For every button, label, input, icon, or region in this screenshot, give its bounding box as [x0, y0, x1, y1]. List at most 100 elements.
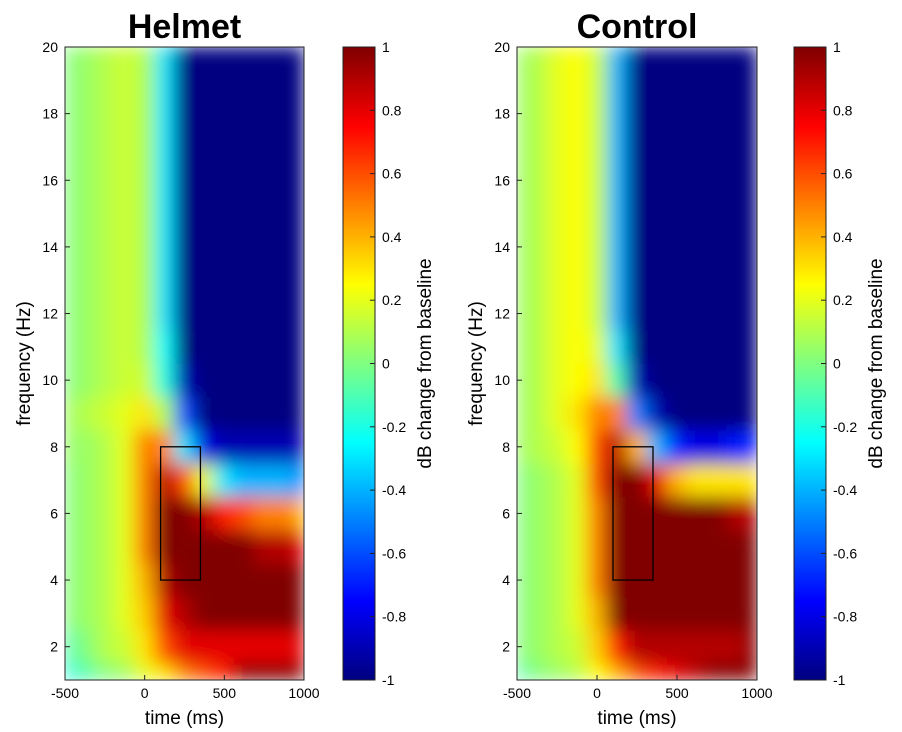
heatmap-cell: [114, 462, 136, 498]
heatmap-cell: [526, 496, 548, 531]
heatmap-cell: [726, 196, 748, 231]
y-tick-label: 18: [42, 106, 58, 122]
heatmap-cell: [526, 63, 548, 98]
heatmap-cell: [686, 163, 708, 198]
heatmap-cell: [253, 662, 275, 680]
heatmap-cell: [606, 496, 628, 531]
y-tick-label: 20: [494, 39, 510, 55]
colorbar-tick-label: -0.6: [833, 545, 857, 561]
heatmap-cell: [706, 562, 728, 598]
heatmap-cell: [213, 496, 235, 531]
heatmap-cell: [293, 229, 304, 265]
heatmap-cell: [253, 96, 275, 131]
heatmap-cell: [686, 229, 708, 265]
heatmap-cell: [726, 596, 748, 631]
heatmap-cell: [546, 263, 568, 298]
heatmap-cell: [213, 429, 235, 464]
heatmap-cell: [646, 462, 668, 498]
heatmap-cell: [273, 163, 295, 198]
heatmap-cell: [293, 263, 304, 298]
roi-box: [612, 446, 654, 581]
heatmap-cell: [193, 529, 215, 564]
heatmap-cell: [586, 396, 608, 431]
heatmap-cell: [114, 329, 136, 364]
heatmap-cell: [526, 429, 548, 464]
heatmap-cell: [666, 396, 688, 431]
heatmap-cell: [517, 429, 528, 464]
heatmap-cell: [646, 96, 668, 131]
heatmap-cell: [626, 196, 648, 231]
heatmap-cell: [746, 196, 757, 231]
heatmap-cell: [546, 662, 568, 680]
heatmap-cell: [65, 496, 76, 531]
heatmap-cell: [253, 562, 275, 598]
heatmap-cell: [746, 429, 757, 464]
heatmap-cell: [293, 129, 304, 165]
heatmap-cell: [646, 529, 668, 564]
colorbar-tick-label: -0.4: [382, 482, 406, 498]
heatmap-cell: [626, 363, 648, 398]
heatmap-cell: [193, 63, 215, 98]
heatmap-cell: [253, 496, 275, 531]
heatmap-cell: [193, 196, 215, 231]
heatmap-cell: [233, 529, 255, 564]
heatmap-cell: [686, 396, 708, 431]
heatmap-cell: [726, 629, 748, 664]
heatmap-cell: [546, 163, 568, 198]
heatmap-cell: [253, 163, 275, 198]
heatmap-cell: [193, 363, 215, 398]
heatmap-cell: [706, 296, 728, 331]
heatmap-cell: [114, 529, 136, 564]
heatmap-cell: [526, 629, 548, 664]
heatmap-cell: [193, 163, 215, 198]
heatmap-cell: [213, 296, 235, 331]
heatmap-cell: [233, 496, 255, 531]
heatmap-cell: [686, 63, 708, 98]
heatmap-cell: [273, 63, 295, 98]
heatmap-cell: [666, 329, 688, 364]
colorbar-tick-label: -1: [382, 672, 395, 688]
heatmap-cell: [273, 662, 295, 680]
heatmap-cell: [174, 596, 195, 631]
heatmap-cell: [94, 263, 116, 298]
heatmap-cell: [293, 629, 304, 664]
heatmap-cell: [154, 63, 176, 98]
heatmap-cell: [566, 329, 588, 364]
heatmap-cell: [606, 96, 628, 131]
heatmap-cell: [746, 363, 757, 398]
heatmap-cell: [546, 429, 568, 464]
heatmap-cell: [213, 96, 235, 131]
chart-title: Helmet: [128, 8, 241, 46]
heatmap-cell: [586, 47, 608, 65]
colorbar-tick-label: -1: [833, 672, 846, 688]
heatmap-cell: [134, 396, 156, 431]
heatmap-cell: [233, 329, 255, 364]
heatmap-cell: [94, 363, 116, 398]
heatmap-cell: [746, 629, 757, 664]
heatmap-cell: [517, 529, 528, 564]
heatmap-cell: [74, 629, 96, 664]
heatmap-cell: [626, 47, 648, 65]
heatmap-cell: [134, 296, 156, 331]
heatmap-cell: [566, 363, 588, 398]
heatmap-cell: [233, 662, 255, 680]
heatmap-cell: [94, 96, 116, 131]
y-axis-label: frequency (Hz): [14, 301, 35, 426]
heatmap-cell: [134, 129, 156, 165]
heatmap-cell: [213, 529, 235, 564]
heatmap-cell: [65, 129, 76, 165]
heatmap-cell: [726, 63, 748, 98]
heatmap-cell: [94, 47, 116, 65]
heatmap-cell: [686, 429, 708, 464]
heatmap-cell: [253, 329, 275, 364]
heatmap-cell: [726, 363, 748, 398]
colorbar-tick-label: 0.2: [382, 292, 402, 308]
colorbar-tick-label: 0.4: [833, 229, 853, 245]
heatmap-cell: [293, 562, 304, 598]
heatmap-cell: [253, 229, 275, 265]
heatmap-cell: [293, 96, 304, 131]
heatmap-cell: [546, 596, 568, 631]
colorbar-tick-label: -0.8: [833, 609, 857, 625]
heatmap-cell: [626, 263, 648, 298]
